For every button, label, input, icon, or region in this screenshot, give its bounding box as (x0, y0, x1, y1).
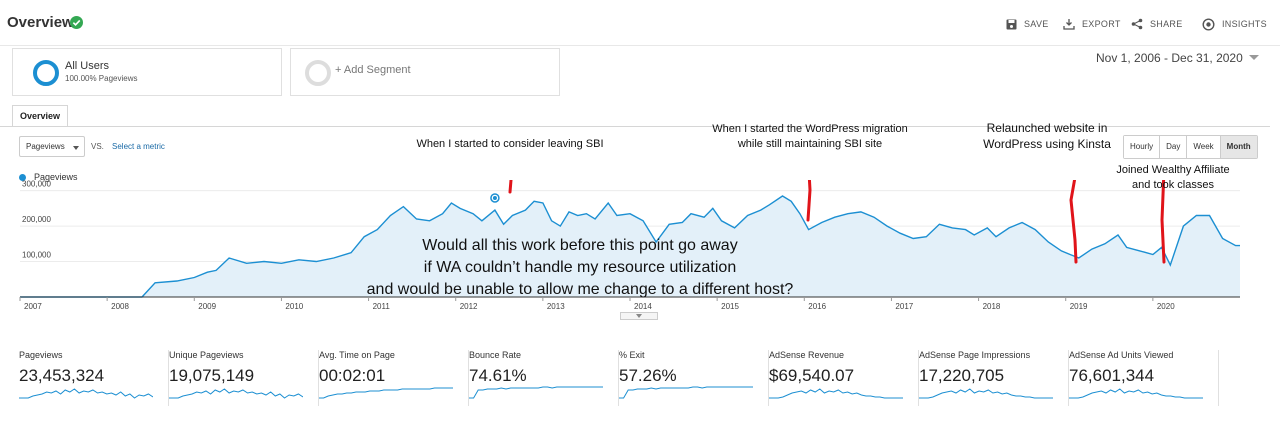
verified-check-icon (70, 16, 83, 29)
vs-label: VS. (91, 142, 104, 151)
metric-tile-adsense-impressions[interactable]: AdSense Page Impressions 17,220,705 (919, 350, 1069, 406)
tab-divider (0, 126, 1270, 127)
sparkline-path (169, 388, 303, 399)
annotation-wealthy-affiliate: Joined Wealthy Affiliate and took classe… (1116, 164, 1230, 191)
save-icon (1006, 19, 1017, 29)
annotation-marker-sbi (508, 180, 513, 194)
granularity-hourly-button[interactable]: Hourly (1124, 136, 1161, 158)
x-tick-label: 2017 (895, 302, 913, 311)
annotation-marker-wordpress (806, 180, 812, 222)
metric-tile-adsense-revenue[interactable]: AdSense Revenue $69,540.07 (769, 350, 919, 406)
x-tick-label: 2007 (24, 302, 42, 311)
segment-all-users[interactable]: All Users 100.00% Pageviews (12, 48, 282, 96)
metric-tile-exit[interactable]: % Exit 57.26% (619, 350, 769, 406)
x-tick-label: 2020 (1157, 302, 1175, 311)
annotation-marker-wealthy-affiliate (1160, 180, 1166, 264)
sparkline (469, 386, 603, 399)
sparkline-path (619, 386, 753, 399)
sparkline (769, 388, 903, 399)
sparkline-path (319, 387, 453, 399)
export-icon (1063, 19, 1075, 30)
pageviews-line (20, 195, 1240, 298)
chart-collapse-handle[interactable] (620, 312, 658, 320)
pageviews-chart[interactable]: 100,000 200,000 300,000 2007 2008 2009 2010 201… (0, 180, 1280, 312)
segment-subtitle: 100.00% Pageviews (65, 74, 138, 83)
annotation-question: Would all this work before this point go… (366, 237, 794, 298)
pageviews-area (20, 196, 1240, 297)
metric-select[interactable]: Pageviews (19, 136, 85, 157)
tab-overview[interactable]: Overview (12, 105, 68, 127)
highlighted-point-center (492, 195, 497, 200)
empty-segment-ring-icon (305, 60, 331, 86)
x-tick-label: 2012 (460, 302, 478, 311)
annotation-sbi: When I started to consider leaving SBI (416, 138, 604, 150)
y-tick-label: 100,000 (22, 251, 51, 260)
sparkline (319, 387, 453, 399)
annotation-wordpress: When I started the WordPress migration w… (712, 123, 908, 150)
annotation-kinsta: Relaunched website in WordPress using Ki… (983, 121, 1111, 151)
sparkline-path (769, 388, 903, 399)
insights-icon (1202, 17, 1215, 31)
granularity-month-button[interactable]: Month (1220, 136, 1257, 158)
x-tick-label: 2015 (721, 302, 739, 311)
chevron-down-icon (73, 146, 79, 150)
metric-tile-bounce-rate[interactable]: Bounce Rate 74.61% (469, 350, 619, 406)
x-tick-label: 2011 (373, 302, 391, 311)
granularity-week-button[interactable]: Week (1187, 136, 1221, 158)
metric-tile-avg-time-on-page[interactable]: Avg. Time on Page 00:02:01 (319, 350, 469, 406)
y-tick-label: 200,000 (22, 215, 51, 224)
page-title: Overview (7, 14, 74, 31)
x-tick-label: 2016 (808, 302, 826, 311)
legend-dot (19, 174, 26, 181)
share-button[interactable]: SHARE (1131, 15, 1183, 33)
metric-tile-pageviews[interactable]: Pageviews 23,453,324 (19, 350, 169, 406)
date-range-caret-icon[interactable] (1249, 55, 1259, 60)
x-tick-label: 2014 (634, 302, 652, 311)
x-tick-label: 2013 (547, 302, 565, 311)
select-metric-link[interactable]: Select a metric (112, 142, 165, 151)
chevron-down-icon (636, 314, 642, 318)
date-range-selector[interactable]: Nov 1, 2006 - Dec 31, 2020 (1096, 51, 1243, 65)
sparkline (919, 388, 1053, 399)
segment-ring-icon (33, 60, 59, 86)
y-tick-label: 300,000 (22, 180, 51, 189)
legend-label: Pageviews (34, 172, 78, 182)
x-tick-label: 2019 (1070, 302, 1088, 311)
add-segment-button[interactable]: + Add Segment (290, 48, 560, 96)
save-button[interactable]: SAVE (1006, 15, 1049, 33)
sparkline (1069, 388, 1203, 399)
share-icon (1131, 18, 1143, 30)
sparkline-path (469, 386, 603, 399)
annotation-marker-kinsta (1069, 180, 1078, 264)
sparkline (619, 386, 753, 399)
x-tick-label: 2010 (285, 302, 303, 311)
sparkline (169, 388, 303, 399)
export-button[interactable]: EXPORT (1063, 15, 1121, 33)
x-tick-label: 2008 (111, 302, 129, 311)
metric-tile-unique-pageviews[interactable]: Unique Pageviews 19,075,149 (169, 350, 319, 406)
top-bar: Overview SAVE EXPORT SHARE INSIGHTS (0, 0, 1280, 46)
x-tick-label: 2018 (983, 302, 1001, 311)
sparkline (19, 388, 153, 399)
sparkline-path (19, 388, 153, 399)
sparkline-path (1069, 388, 1203, 399)
add-segment-label: + Add Segment (335, 64, 411, 76)
segment-title: All Users (65, 60, 110, 72)
sparkline-path (919, 388, 1053, 399)
x-tick-label: 2009 (198, 302, 216, 311)
insights-button[interactable]: INSIGHTS (1202, 15, 1267, 33)
granularity-toggle: Hourly Day Week Month (1123, 135, 1258, 159)
granularity-day-button[interactable]: Day (1160, 136, 1188, 158)
metric-tile-adsense-ad-units[interactable]: AdSense Ad Units Viewed 76,601,344 (1069, 350, 1219, 406)
